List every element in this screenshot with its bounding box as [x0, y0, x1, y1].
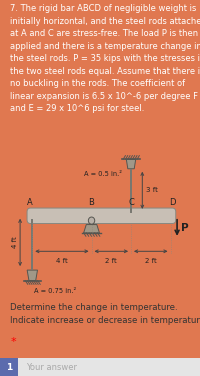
Polygon shape: [126, 159, 136, 169]
Text: A = 0.5 in.²: A = 0.5 in.²: [84, 171, 122, 177]
Text: 2 ft: 2 ft: [105, 258, 117, 264]
Text: D: D: [170, 198, 176, 206]
Text: 4 ft: 4 ft: [56, 258, 68, 264]
Text: Your answer: Your answer: [26, 362, 77, 371]
Text: 4 ft: 4 ft: [12, 237, 18, 248]
Text: B: B: [89, 198, 94, 206]
Text: 3 ft: 3 ft: [146, 187, 158, 193]
Text: C: C: [128, 198, 134, 206]
Text: 7. The rigid bar ABCD of negligible weight is
initially horizontal, and the stee: 7. The rigid bar ABCD of negligible weig…: [10, 5, 200, 113]
Bar: [0, 358, 200, 376]
Bar: [0, 358, 18, 376]
Polygon shape: [27, 270, 37, 280]
Text: A = 0.75 in.²: A = 0.75 in.²: [34, 288, 76, 294]
Text: P: P: [181, 223, 188, 233]
Text: *: *: [11, 337, 17, 347]
Polygon shape: [84, 224, 99, 233]
Text: 2 ft: 2 ft: [145, 258, 157, 264]
Circle shape: [88, 217, 95, 224]
Text: A: A: [27, 198, 33, 206]
FancyBboxPatch shape: [27, 208, 176, 223]
Text: Determine the change in temperature.
Indicate increase or decrease in temperatur: Determine the change in temperature. Ind…: [10, 303, 200, 325]
Text: 1: 1: [6, 362, 12, 371]
